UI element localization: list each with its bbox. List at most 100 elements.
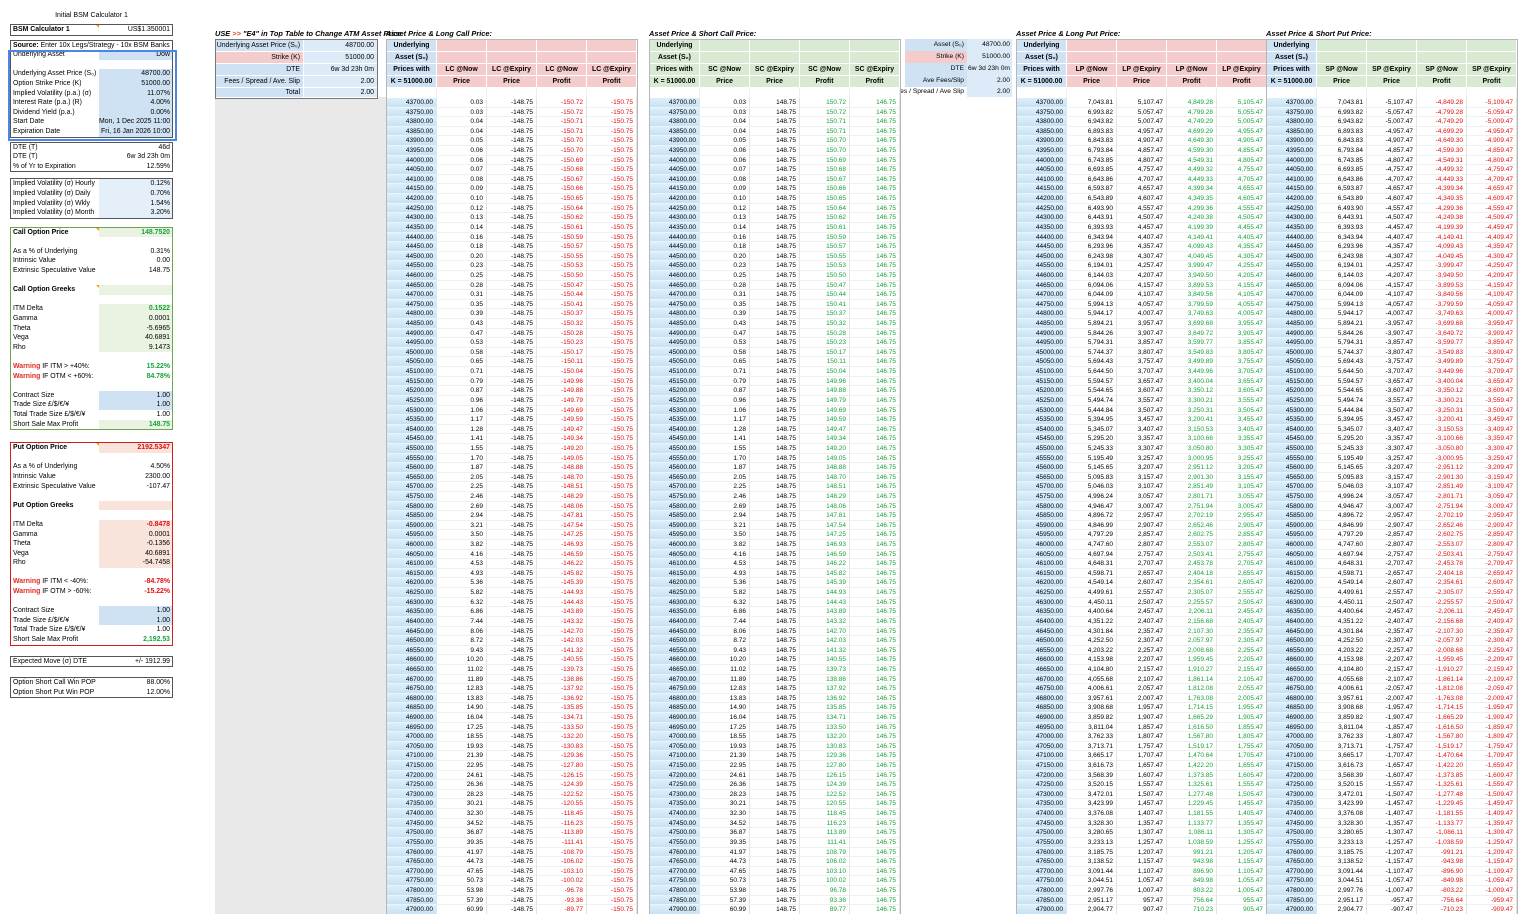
asset-price-cell[interactable]: 44700.00: [650, 290, 700, 300]
value-cell[interactable]: 148.75: [750, 251, 800, 262]
value-cell[interactable]: 3,749.63: [1167, 309, 1217, 320]
value-cell[interactable]: 6,393.93: [1317, 222, 1367, 233]
value-cell[interactable]: 148.75: [750, 347, 800, 358]
value-cell[interactable]: 142.03: [800, 636, 850, 646]
value-cell[interactable]: 148.75: [750, 184, 800, 195]
field-value[interactable]: 4.00%: [99, 98, 172, 108]
value-cell[interactable]: 0.39: [437, 309, 487, 320]
value-cell[interactable]: -150.75: [587, 395, 637, 406]
value-cell[interactable]: 0.35: [437, 299, 487, 310]
asset-price-cell[interactable]: 46000.00: [387, 540, 437, 550]
asset-price-cell[interactable]: 45100.00: [1267, 367, 1317, 377]
value-cell[interactable]: 6,243.98: [1317, 251, 1367, 262]
asset-price-cell[interactable]: 46050.00: [650, 549, 700, 560]
asset-price-cell[interactable]: 46450.00: [387, 626, 437, 637]
field-value[interactable]: 2300.00: [145, 472, 170, 480]
field-value[interactable]: 4.50%: [150, 463, 170, 471]
value-cell[interactable]: 0.96: [437, 395, 487, 406]
value-cell[interactable]: 146.75: [850, 789, 900, 800]
value-cell[interactable]: -150.75: [587, 491, 637, 502]
asset-price-cell[interactable]: 44550.00: [1267, 261, 1317, 271]
value-cell[interactable]: 0.12: [700, 203, 750, 214]
value-cell[interactable]: 148.75: [750, 280, 800, 291]
value-cell[interactable]: 2,705.47: [1217, 559, 1267, 569]
header-asset-col[interactable]: Prices with: [1267, 64, 1317, 76]
value-cell[interactable]: 4,153.98: [1317, 655, 1367, 665]
value-cell[interactable]: 1,422.20: [1167, 761, 1217, 771]
asset-price-cell[interactable]: 47050.00: [1017, 741, 1067, 752]
asset-price-cell[interactable]: 43950.00: [387, 146, 437, 156]
value-cell[interactable]: 2,957.47: [1117, 511, 1167, 521]
value-cell[interactable]: -96.78: [537, 885, 587, 896]
header-asset-col[interactable]: K = 51000.00: [1267, 76, 1317, 88]
asset-price-cell[interactable]: 46100.00: [1267, 559, 1317, 569]
value-cell[interactable]: 4,153.98: [1067, 655, 1117, 665]
value-cell[interactable]: -1,107.47: [1367, 866, 1417, 877]
value-cell[interactable]: 148.75: [750, 174, 800, 185]
value-cell[interactable]: 10.20: [700, 655, 750, 665]
field-value[interactable]: -0.1356: [99, 539, 172, 549]
value-cell[interactable]: 149.96: [800, 376, 850, 387]
value-cell[interactable]: -1,759.47: [1467, 741, 1517, 752]
value-cell[interactable]: 4,400.64: [1317, 607, 1367, 617]
value-cell[interactable]: 6,743.85: [1317, 155, 1367, 166]
value-cell[interactable]: 6.86: [700, 607, 750, 617]
value-cell[interactable]: 4,557.47: [1117, 203, 1167, 214]
value-cell[interactable]: -4,457.47: [1367, 222, 1417, 233]
value-cell[interactable]: 3,616.73: [1317, 761, 1367, 771]
value-cell[interactable]: 6,793.84: [1067, 146, 1117, 156]
value-cell[interactable]: -150.68: [537, 165, 587, 175]
value-cell[interactable]: -148.75: [487, 232, 537, 243]
asset-price-cell[interactable]: 47400.00: [1017, 809, 1067, 819]
asset-price-cell[interactable]: 44500.00: [650, 251, 700, 262]
value-cell[interactable]: 2,405.47: [1217, 616, 1267, 627]
asset-price-cell[interactable]: 44250.00: [387, 203, 437, 214]
value-cell[interactable]: -150.55: [537, 251, 587, 262]
value-cell[interactable]: 146.75: [850, 319, 900, 329]
value-cell[interactable]: 3,507.47: [1117, 405, 1167, 416]
value-cell[interactable]: 1.17: [437, 415, 487, 425]
value-cell[interactable]: -4,609.47: [1467, 194, 1517, 204]
asset-price-cell[interactable]: 45200.00: [387, 386, 437, 396]
value-cell[interactable]: -150.75: [587, 530, 637, 541]
value-cell[interactable]: 148.75: [750, 203, 800, 214]
value-cell[interactable]: -150.75: [587, 463, 637, 473]
value-cell[interactable]: 1,616.50: [1167, 722, 1217, 733]
asset-price-cell[interactable]: 45150.00: [1267, 376, 1317, 387]
value-cell[interactable]: -1,309.47: [1467, 828, 1517, 838]
asset-price-cell[interactable]: 46900.00: [650, 713, 700, 723]
asset-price-cell[interactable]: 44750.00: [1267, 299, 1317, 310]
value-cell[interactable]: 146.75: [850, 530, 900, 541]
value-cell[interactable]: -150.75: [587, 568, 637, 579]
value-cell[interactable]: 146.75: [850, 434, 900, 444]
asset-price-cell[interactable]: 47650.00: [1267, 857, 1317, 867]
value-cell[interactable]: -4,607.47: [1367, 194, 1417, 204]
value-cell[interactable]: 2,807.47: [1117, 540, 1167, 550]
value-cell[interactable]: 150.66: [800, 184, 850, 195]
field-value[interactable]: 40.6891: [99, 548, 172, 559]
value-cell[interactable]: 2,907.47: [1117, 520, 1167, 531]
value-cell[interactable]: 148.75: [750, 664, 800, 675]
value-cell[interactable]: 1,305.47: [1217, 828, 1267, 838]
value-cell[interactable]: -148.75: [487, 415, 537, 425]
value-cell[interactable]: -150.75: [587, 328, 637, 339]
header-cell[interactable]: Profit: [537, 76, 587, 88]
value-cell[interactable]: 148.75: [750, 568, 800, 579]
value-cell[interactable]: 5,444.84: [1317, 405, 1367, 416]
value-cell[interactable]: -150.75: [587, 453, 637, 464]
value-cell[interactable]: 3,138.52: [1317, 857, 1367, 867]
value-cell[interactable]: 146.75: [850, 213, 900, 223]
asset-price-cell[interactable]: 46000.00: [1267, 540, 1317, 550]
asset-price-cell[interactable]: 47900.00: [1267, 905, 1317, 914]
value-cell[interactable]: -150.37: [537, 309, 587, 320]
value-cell[interactable]: -145.39: [537, 578, 587, 589]
value-cell[interactable]: 148.75: [750, 655, 800, 665]
value-cell[interactable]: -1,559.47: [1467, 780, 1517, 790]
value-cell[interactable]: -149.79: [537, 395, 587, 406]
value-cell[interactable]: 3,050.80: [1167, 443, 1217, 454]
value-cell[interactable]: 3,555.47: [1217, 395, 1267, 406]
value-cell[interactable]: 148.75: [750, 482, 800, 492]
asset-price-cell[interactable]: 47700.00: [650, 866, 700, 877]
value-cell[interactable]: -149.96: [537, 376, 587, 387]
value-cell[interactable]: 146.75: [850, 828, 900, 838]
